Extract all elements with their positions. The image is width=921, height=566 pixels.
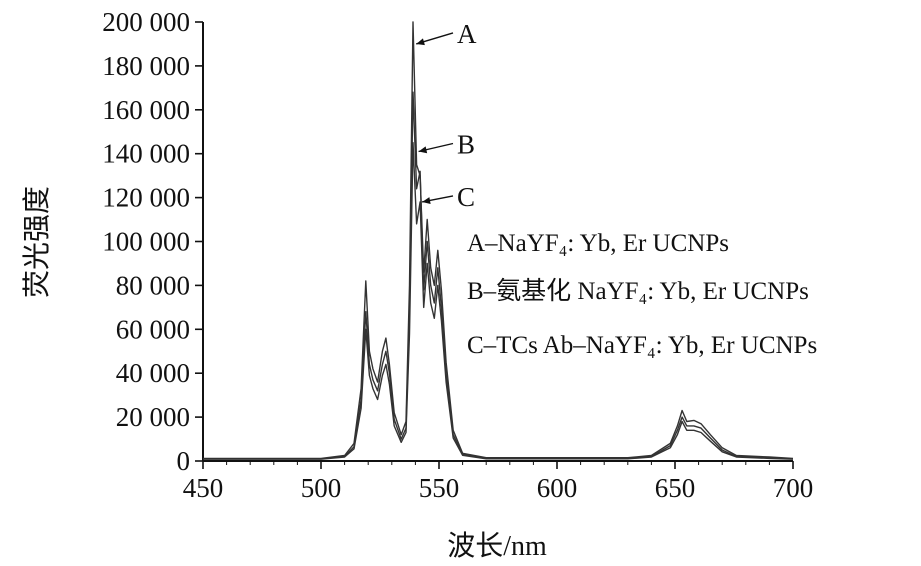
y-tick-label: 80 000 bbox=[116, 270, 190, 300]
x-tick-label: 700 bbox=[773, 473, 814, 503]
callout-arrowhead-c bbox=[422, 197, 431, 204]
y-tick-label: 120 000 bbox=[102, 183, 190, 213]
annotations: A BC bbox=[416, 19, 477, 212]
legend-entry-b: B–氨基化 NaYF₄: Yb, Er UCNPs bbox=[467, 277, 809, 305]
legend: A–NaYF₄: Yb, Er UCNPs B–氨基化 NaYF₄: Yb, Er… bbox=[467, 230, 817, 359]
legend-entry-c: C–TCs Ab–NaYF₄: Yb, Er UCNPs bbox=[467, 332, 817, 359]
callout-arrowhead-b bbox=[418, 146, 428, 154]
callout-label-c: C bbox=[457, 182, 475, 212]
y-tick-label: 0 bbox=[177, 446, 191, 476]
y-tick-label: 100 000 bbox=[102, 227, 190, 257]
y-axis-title: 荧光强度 bbox=[21, 186, 53, 298]
y-tick-label: 160 000 bbox=[102, 95, 190, 125]
series-line-c bbox=[203, 142, 794, 460]
y-tick-label: 40 000 bbox=[116, 358, 190, 388]
x-tick-label: 650 bbox=[655, 473, 696, 503]
x-tick-label: 450 bbox=[183, 473, 224, 503]
callout-label-a: A bbox=[457, 19, 477, 49]
x-axis-title: 波长/nm bbox=[447, 530, 547, 562]
x-tick-label: 600 bbox=[537, 473, 578, 503]
y-tick-label: 200 000 bbox=[102, 7, 190, 37]
y-tick-label: 60 000 bbox=[116, 314, 190, 344]
callout-arrowhead-a bbox=[416, 38, 425, 46]
legend-entry-a: A–NaYF₄: Yb, Er UCNPs bbox=[467, 230, 729, 257]
x-tick-label: 500 bbox=[301, 473, 342, 503]
y-tick-label: 140 000 bbox=[102, 139, 190, 169]
x-tick-label: 550 bbox=[419, 473, 460, 503]
y-tick-label: 20 000 bbox=[116, 402, 190, 432]
callout-label-b: B bbox=[457, 130, 475, 160]
series-line-b bbox=[203, 91, 794, 460]
series-line-a bbox=[203, 21, 794, 460]
ticks: 0 20 000 40 000 60 000 80 000 100 000 120 000 1… bbox=[102, 7, 813, 503]
series-layer bbox=[203, 21, 794, 460]
y-tick-label: 180 000 bbox=[102, 51, 190, 81]
